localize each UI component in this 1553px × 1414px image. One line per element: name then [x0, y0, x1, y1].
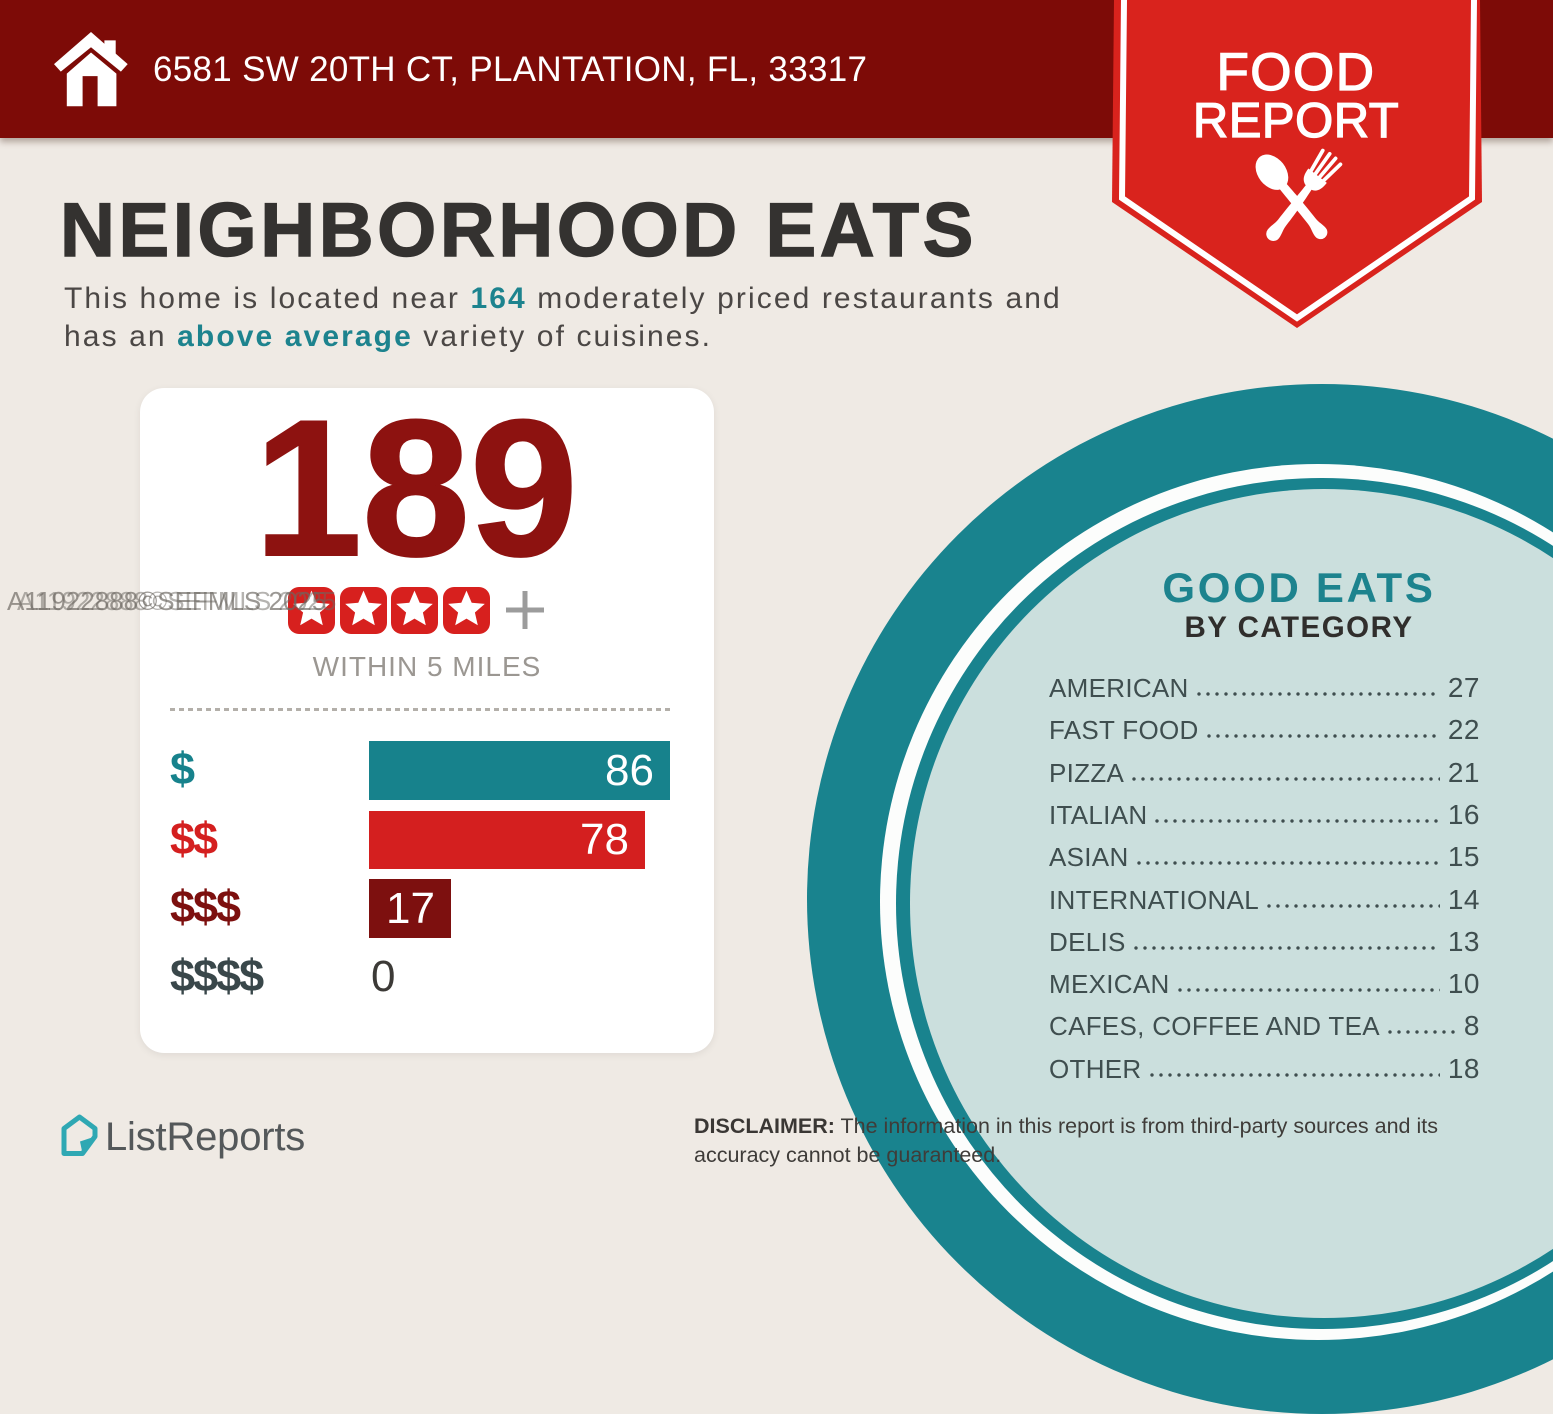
- svg-text:FOOD: FOOD: [1216, 43, 1375, 102]
- svg-text:REPORT: REPORT: [1193, 94, 1399, 148]
